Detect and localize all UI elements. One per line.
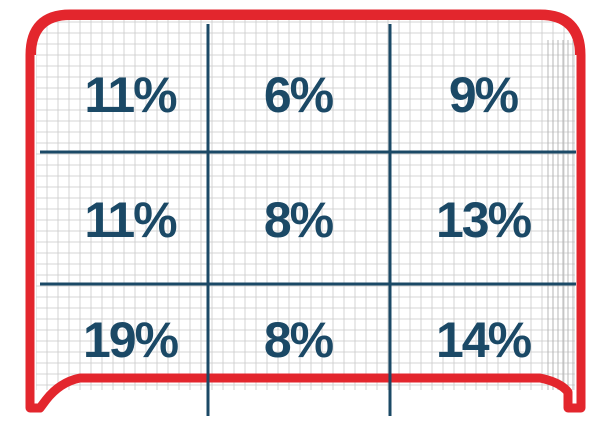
zone-bottom-center-label: 8%	[264, 312, 334, 368]
zone-middle-center-label: 8%	[264, 192, 334, 248]
zone-middle-left-label: 11%	[84, 192, 177, 248]
goal-crossbar-shadow	[32, 16, 579, 56]
zone-top-right-label: 9%	[449, 67, 519, 123]
zone-bottom-left-label: 19%	[83, 312, 179, 368]
zone-middle-right-label: 13%	[436, 192, 532, 248]
zone-dividers	[40, 24, 576, 416]
goal-frame	[25, 9, 586, 413]
zone-top-left-label: 11%	[84, 67, 177, 123]
zone-top-center-label: 6%	[264, 67, 334, 123]
zone-bottom-right-label: 14%	[436, 312, 532, 368]
zone-labels: 11% 6% 9% 11% 8% 13% 19% 8% 14%	[83, 67, 534, 368]
